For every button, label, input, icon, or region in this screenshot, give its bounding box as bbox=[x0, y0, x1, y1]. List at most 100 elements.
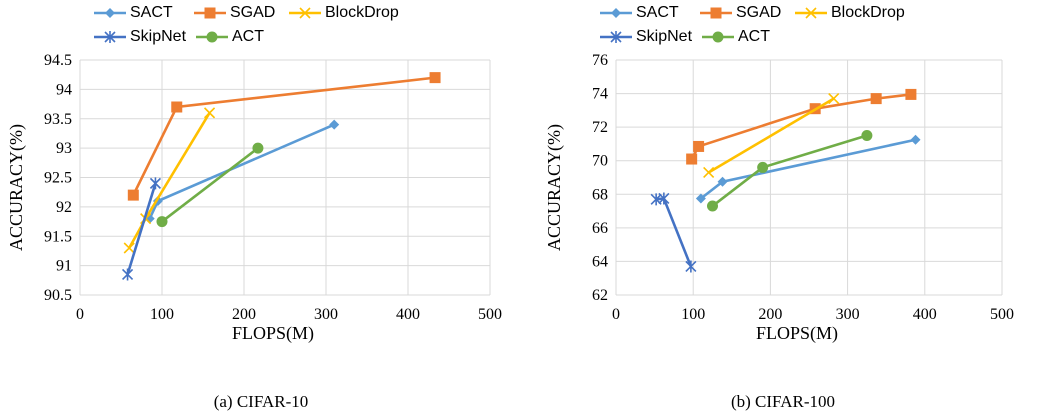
legend-marker-skipnet bbox=[104, 31, 116, 43]
data-point-skipnet bbox=[685, 260, 697, 273]
legend-label: BlockDrop bbox=[325, 4, 399, 21]
data-point-sact bbox=[717, 176, 728, 187]
y-tick-label: 93 bbox=[56, 140, 72, 157]
data-point-act bbox=[252, 142, 264, 154]
legend-item-skipnet: SkipNet bbox=[598, 28, 692, 46]
legend-marker-sact bbox=[105, 8, 115, 18]
y-tick-label: 76 bbox=[592, 52, 608, 69]
series-sgad bbox=[127, 72, 441, 201]
data-point-blockdrop bbox=[703, 166, 715, 179]
y-tick-label: 92.5 bbox=[44, 170, 72, 187]
legend-swatch-act bbox=[196, 31, 228, 43]
data-point-blockdrop bbox=[203, 107, 216, 119]
data-point-sgad bbox=[127, 189, 139, 201]
data-point-sact bbox=[910, 134, 921, 145]
legend-label: SGAD bbox=[230, 4, 276, 21]
y-tick-label: 68 bbox=[592, 186, 608, 203]
chart-panel-a: SACT SGAD BlockDrop SkipNet ACT 90.5 91 91.5 92… bbox=[6, 4, 502, 411]
legend-label: SACT bbox=[636, 4, 679, 21]
y-tick-label: 92 bbox=[56, 199, 72, 216]
series-skipnet bbox=[650, 192, 697, 273]
legend-swatch-sact bbox=[600, 8, 632, 18]
y-tick-label: 74 bbox=[592, 86, 608, 103]
legend-label: ACT bbox=[738, 28, 770, 45]
legend-label: SkipNet bbox=[130, 28, 187, 45]
series-line-skipnet bbox=[126, 182, 157, 275]
series-act bbox=[156, 142, 264, 228]
y-tick-label: 70 bbox=[592, 153, 608, 170]
x-tick-label: 300 bbox=[836, 306, 860, 323]
legend-item-blockdrop: BlockDrop bbox=[793, 4, 905, 22]
data-point-sgad bbox=[693, 140, 705, 152]
y-tick-label: 94 bbox=[56, 81, 72, 98]
legend-item-sact: SACT bbox=[92, 4, 173, 22]
chart-panel-b: SACT SGAD BlockDrop SkipNet ACT 62 64 66 68 70 72… bbox=[522, 0, 1044, 417]
series-sact bbox=[695, 134, 921, 204]
y-tick-label: 64 bbox=[592, 253, 608, 270]
data-point-act bbox=[156, 216, 168, 228]
y-axis-label: ACCURACY(%) bbox=[6, 124, 27, 251]
legend-marker-skipnet bbox=[610, 31, 622, 43]
data-point-sgad bbox=[686, 153, 698, 165]
data-point-act bbox=[707, 200, 718, 212]
legend-marker-act bbox=[712, 31, 724, 43]
legend-item-skipnet: SkipNet bbox=[92, 28, 186, 46]
series-line-blockdrop bbox=[707, 97, 835, 174]
series-blockdrop bbox=[703, 93, 840, 179]
legend-marker-sact bbox=[611, 8, 621, 18]
data-point-skipnet bbox=[149, 177, 162, 190]
data-point-act bbox=[861, 130, 873, 142]
y-tick-label: 72 bbox=[592, 119, 608, 136]
x-tick-label: 200 bbox=[758, 306, 782, 323]
y-tick-label: 90.5 bbox=[44, 287, 72, 304]
legend-label: ACT bbox=[232, 28, 264, 45]
data-point-blockdrop bbox=[123, 242, 135, 254]
series-line-skipnet bbox=[656, 197, 693, 267]
legend-marker-blockdrop bbox=[805, 7, 817, 19]
data-point-skipnet bbox=[121, 268, 134, 281]
y-axis-label: ACCURACY(%) bbox=[544, 124, 565, 251]
legend-swatch-blockdrop bbox=[795, 7, 827, 19]
y-tick-label: 91 bbox=[56, 258, 72, 275]
x-axis-label: FLOPS(M) bbox=[756, 323, 838, 344]
y-tick-label: 62 bbox=[592, 287, 608, 304]
legend-swatch-skipnet bbox=[94, 31, 126, 43]
chart-a: 90.5 91 91.5 92 92.5 93 93.5 94 94.5 0 100 200 300 40… bbox=[6, 52, 502, 344]
legend-swatch-act bbox=[702, 31, 734, 43]
series-act bbox=[707, 130, 873, 212]
x-tick-label: 400 bbox=[396, 306, 420, 323]
legend-swatch-sgad bbox=[700, 7, 732, 19]
data-point-sgad bbox=[429, 72, 441, 84]
legend-item-blockdrop: BlockDrop bbox=[287, 4, 399, 22]
x-tick-label: 300 bbox=[314, 306, 338, 323]
caption-b: (b) CIFAR-100 bbox=[730, 392, 836, 411]
x-tick-label: 500 bbox=[478, 306, 502, 323]
x-axis-label: FLOPS(M) bbox=[232, 323, 314, 344]
legend-marker-sgad bbox=[204, 7, 216, 19]
data-point-sgad bbox=[905, 88, 917, 100]
legend-swatch-skipnet bbox=[600, 31, 632, 43]
x-tick-label: 500 bbox=[990, 306, 1014, 323]
legend-item-sact: SACT bbox=[598, 4, 679, 22]
series-line-act bbox=[711, 134, 868, 208]
x-tick-label: 0 bbox=[76, 306, 84, 323]
x-tick-label: 0 bbox=[612, 306, 620, 323]
y-tick-label: 91.5 bbox=[44, 228, 72, 245]
legend-label: SACT bbox=[130, 4, 173, 21]
x-tick-label: 100 bbox=[150, 306, 174, 323]
series-line-sact bbox=[148, 123, 335, 220]
y-tick-label: 93.5 bbox=[44, 111, 72, 128]
series-blockdrop bbox=[123, 107, 216, 254]
y-tick-label: 94.5 bbox=[44, 52, 72, 69]
legend-label: SGAD bbox=[736, 4, 782, 21]
series-skipnet bbox=[121, 177, 162, 281]
legend-label: BlockDrop bbox=[831, 4, 905, 21]
data-point-skipnet bbox=[658, 192, 670, 205]
y-tick-label: 66 bbox=[592, 220, 608, 237]
x-tick-label: 400 bbox=[913, 306, 937, 323]
legend-item-sgad: SGAD bbox=[698, 4, 781, 22]
data-point-sgad bbox=[171, 101, 183, 113]
caption-a: (a) CIFAR-10 bbox=[213, 392, 309, 411]
legend-marker-blockdrop bbox=[299, 7, 311, 19]
legend-item-act: ACT bbox=[700, 28, 770, 46]
